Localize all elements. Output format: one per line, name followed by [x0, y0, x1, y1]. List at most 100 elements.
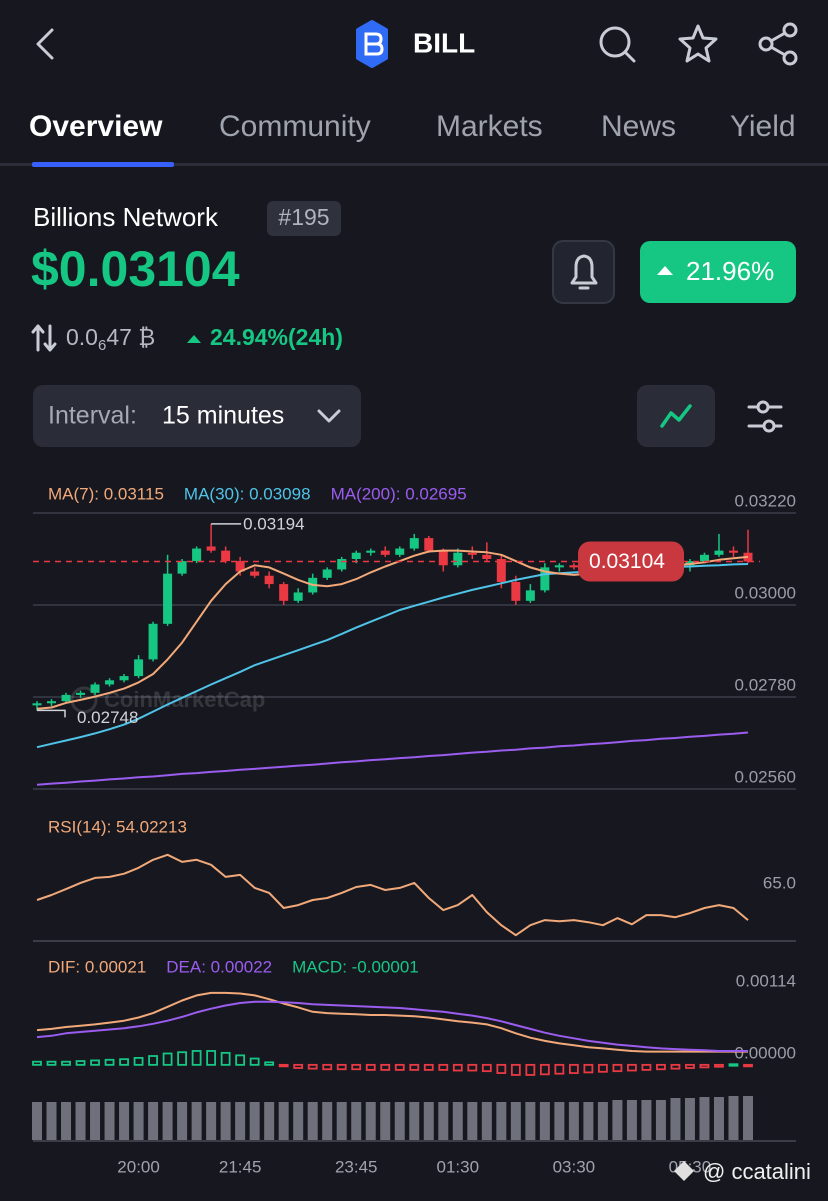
macd-bar: [322, 1063, 333, 1071]
candle-body: [264, 575, 274, 585]
macd-bar: [380, 1063, 391, 1071]
macd-bar: [162, 1052, 173, 1066]
macd-bar: [525, 1063, 536, 1076]
watchlist-button[interactable]: [678, 24, 718, 63]
volume-bar: [554, 1102, 565, 1140]
candle-body: [32, 703, 42, 706]
current-price-label: 0.03104: [589, 550, 665, 573]
candle-body: [699, 554, 709, 562]
macd-bar: [699, 1063, 710, 1069]
share-button[interactable]: [758, 22, 798, 66]
active-tab-indicator: [32, 162, 174, 167]
y-tick-label: 0.00114: [736, 971, 796, 990]
volume-bar: [583, 1102, 594, 1140]
chart-settings[interactable]: [747, 400, 783, 433]
macd-bar: [61, 1060, 71, 1066]
volume-bar: [641, 1100, 652, 1140]
volume-bar: [148, 1102, 159, 1140]
candle-body: [322, 569, 332, 578]
volume-bar: [206, 1102, 217, 1140]
candle-body: [148, 623, 158, 660]
y-tick-label: 0.02780: [735, 675, 796, 694]
macd-bar: [206, 1050, 217, 1066]
volume-bar: [133, 1102, 144, 1140]
y-tick-label: 0.03220: [735, 491, 796, 510]
volume-bar: [380, 1102, 391, 1140]
macd-bar: [119, 1058, 129, 1066]
tab[interactable]: Markets: [436, 110, 543, 143]
candle-body: [554, 565, 564, 568]
btc-price-lead: 0.0: [66, 324, 98, 350]
interval-label: Interval:: [48, 402, 137, 430]
macd-bar: [293, 1063, 304, 1069]
candle-body: [90, 684, 100, 693]
volume-bar: [655, 1100, 666, 1140]
macd-bar: [32, 1060, 42, 1066]
volume-bar: [278, 1102, 289, 1140]
macd-bar: [656, 1063, 666, 1071]
tab[interactable]: Yield: [730, 110, 796, 143]
search-button[interactable]: [599, 26, 636, 63]
candle-body: [453, 552, 463, 566]
swap-icon: [31, 324, 57, 352]
alert-button[interactable]: [552, 240, 615, 304]
volume-bar: [452, 1102, 463, 1140]
volume-bar: [597, 1102, 608, 1140]
legend-entry: MA(30): 0.03098: [184, 484, 311, 503]
tab[interactable]: Overview: [29, 110, 163, 143]
volume-bar: [539, 1102, 550, 1140]
line-chart-toggle[interactable]: [637, 385, 715, 447]
macd-bar: [133, 1057, 144, 1066]
macd-bar: [467, 1063, 478, 1072]
volume-bar: [409, 1102, 420, 1140]
macd-bar: [568, 1063, 579, 1074]
candle-body: [47, 701, 57, 704]
macd-bar: [728, 1063, 739, 1067]
macd-bar: [583, 1063, 594, 1074]
candle-body: [61, 694, 71, 702]
macd-bar: [481, 1063, 492, 1073]
macd-bar: [438, 1063, 449, 1071]
candle-body: [337, 559, 347, 570]
volume-bar: [699, 1097, 710, 1140]
candle-body: [714, 550, 724, 555]
y-tick-label: 0.00000: [735, 1043, 796, 1062]
volume-bar: [510, 1102, 521, 1140]
macd-bar: [452, 1063, 463, 1072]
volume-bar: [293, 1102, 304, 1140]
macd-bar: [365, 1063, 376, 1071]
legend-entry: RSI(14): 54.02213: [48, 817, 187, 836]
candle-body: [105, 680, 115, 685]
coin-symbol: BILL: [413, 27, 475, 58]
btc-price-zeros: 6: [98, 337, 106, 354]
candle-body: [250, 571, 260, 576]
candle-body: [424, 538, 434, 551]
y-tick-label: 0.02560: [735, 767, 796, 786]
high-marker-label: 0.03194: [243, 514, 304, 533]
x-tick-label: 20:00: [117, 1157, 160, 1176]
coin-name: Billions Network: [33, 202, 219, 232]
volume-bar: [394, 1102, 405, 1140]
rank: #195: [278, 204, 329, 230]
back-button[interactable]: [36, 28, 54, 60]
y-tick-label: 0.03000: [735, 583, 796, 602]
interval-selector[interactable]: [33, 385, 361, 447]
legend-entry: MA(200): 0.02695: [331, 484, 467, 503]
volume-bar: [365, 1102, 376, 1140]
coin-logo: [356, 20, 388, 68]
legend-entry: MA(7): 0.03115: [48, 484, 164, 503]
tab[interactable]: News: [601, 110, 676, 143]
up-arrow: [187, 335, 201, 343]
tab[interactable]: Community: [219, 110, 371, 143]
volume-bar: [307, 1102, 318, 1140]
volume-bar: [104, 1102, 115, 1140]
macd-bar: [336, 1063, 347, 1071]
legend-entry: DEA: 0.00022: [166, 957, 272, 976]
candle-body: [380, 550, 390, 555]
series-line: [36, 991, 748, 1053]
volume-bar: [481, 1102, 492, 1140]
macd-bar: [235, 1054, 246, 1066]
volume-bar: [626, 1100, 637, 1140]
candle-body: [540, 567, 550, 591]
